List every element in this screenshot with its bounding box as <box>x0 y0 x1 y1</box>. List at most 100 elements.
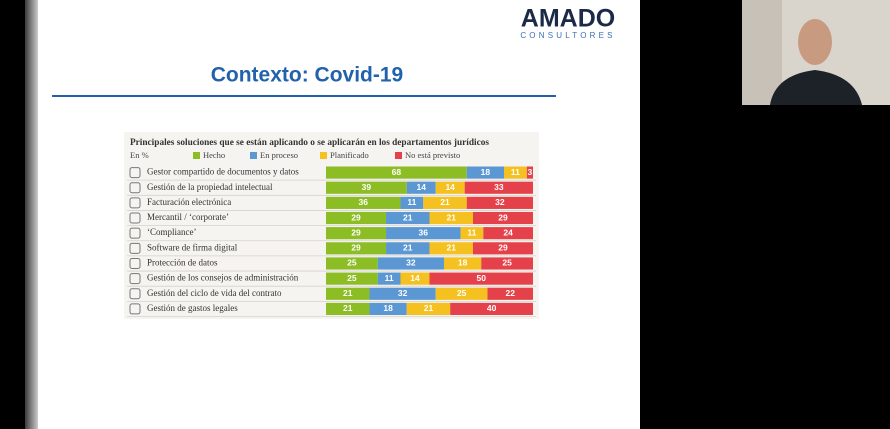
value-label: 14 <box>410 273 420 283</box>
bar-segment <box>386 242 430 255</box>
value-label: 14 <box>416 182 426 192</box>
category-label: Facturación electrónica <box>147 197 231 207</box>
row-icon <box>129 288 141 300</box>
value-label: 50 <box>477 273 487 283</box>
bar-segment <box>450 302 533 315</box>
category-label: Gestor compartido de documentos y datos <box>147 167 299 177</box>
value-label: 21 <box>403 243 413 253</box>
value-label: 11 <box>385 273 394 283</box>
bar-segment <box>386 227 461 240</box>
row-icon <box>129 212 141 224</box>
logo-subtitle: CONSULTORES <box>520 31 615 40</box>
value-label: 21 <box>403 212 413 222</box>
bar-segment <box>377 272 401 285</box>
value-label: 36 <box>419 227 429 237</box>
value-label: 18 <box>458 258 468 268</box>
bar-segment <box>460 227 484 240</box>
bar-segment <box>429 242 473 255</box>
bar-segment <box>526 166 533 179</box>
value-label: 11 <box>407 197 416 207</box>
bar-segment <box>466 166 505 179</box>
bar-segment <box>400 196 424 209</box>
legend-swatch <box>395 152 402 159</box>
category-label: Gestión de gastos legales <box>147 303 238 313</box>
bar-segment <box>487 287 533 300</box>
bar-segment <box>435 287 488 300</box>
bar-segment <box>326 257 378 270</box>
value-label: 29 <box>498 212 508 222</box>
value-label: 36 <box>359 197 369 207</box>
value-label: 68 <box>392 167 402 177</box>
bar-segment <box>429 272 533 285</box>
bar-segment <box>326 227 387 240</box>
legend-swatch <box>193 152 200 159</box>
bar-segment <box>386 211 430 225</box>
row-icon <box>129 182 141 194</box>
bar-segment <box>443 257 482 270</box>
logo: AMADO <box>521 5 615 33</box>
slide-title: Contexto: Covid-19 <box>211 64 404 87</box>
bar-segment <box>429 211 473 225</box>
value-label: 40 <box>487 303 497 313</box>
bar-segment <box>481 257 533 270</box>
value-label: 21 <box>447 212 457 222</box>
value-label: 25 <box>457 288 467 298</box>
value-label: 24 <box>503 227 513 237</box>
value-label: 32 <box>495 197 505 207</box>
webcam-person-body <box>770 70 862 105</box>
value-label: 29 <box>351 212 361 222</box>
value-label: 14 <box>445 182 455 192</box>
legend-label: Planificado <box>330 150 369 160</box>
value-label: 11 <box>511 167 520 177</box>
value-label: 39 <box>362 182 372 192</box>
row-icon <box>129 227 141 239</box>
value-label: 29 <box>351 243 361 253</box>
value-label: 21 <box>440 197 450 207</box>
bar-segment <box>400 272 430 285</box>
bar-segment <box>369 302 407 315</box>
bar-segment <box>464 181 533 194</box>
value-label: 11 <box>467 227 476 237</box>
category-label: Gestión de los consejos de administració… <box>147 273 299 283</box>
legend-label: No está previsto <box>405 150 460 160</box>
bar-segment <box>326 196 401 209</box>
category-label: Gestión de la propiedad intelectual <box>147 182 273 192</box>
bar-segment <box>423 196 467 209</box>
row-icon <box>129 273 141 285</box>
row-icon <box>129 197 141 209</box>
legend-swatch <box>250 152 257 159</box>
row-icon <box>129 303 141 315</box>
value-label: 29 <box>351 227 361 237</box>
value-label: 33 <box>494 182 504 192</box>
value-label: 21 <box>447 243 457 253</box>
bar-segment <box>472 211 533 225</box>
value-label: 32 <box>406 258 416 268</box>
value-label: 21 <box>424 303 434 313</box>
value-label: 25 <box>502 258 512 268</box>
value-label: 21 <box>343 303 353 313</box>
chart: Hecho En proceso Planificado No está previs… <box>127 150 536 317</box>
value-label: 25 <box>347 258 357 268</box>
value-label: 25 <box>347 273 357 283</box>
bar-segment <box>326 211 387 225</box>
slide-edge <box>25 0 39 429</box>
bar-segment <box>326 287 370 300</box>
category-label: ‘Compliance’ <box>147 227 196 237</box>
value-label: 21 <box>343 288 353 298</box>
unit-label: En % <box>130 150 149 160</box>
bar-segment <box>326 242 387 255</box>
bar-segment <box>466 196 533 209</box>
legend-swatch <box>320 152 327 159</box>
webcam-person-head <box>798 19 832 65</box>
row-icon <box>129 167 141 179</box>
bar-segment <box>326 166 467 179</box>
bar-segment <box>435 181 465 194</box>
row-icon <box>129 242 141 254</box>
value-label: 22 <box>505 288 515 298</box>
value-label: 18 <box>383 303 393 313</box>
row-icon <box>129 257 141 269</box>
legend-label: Hecho <box>203 150 225 160</box>
bar-segment <box>406 302 451 315</box>
